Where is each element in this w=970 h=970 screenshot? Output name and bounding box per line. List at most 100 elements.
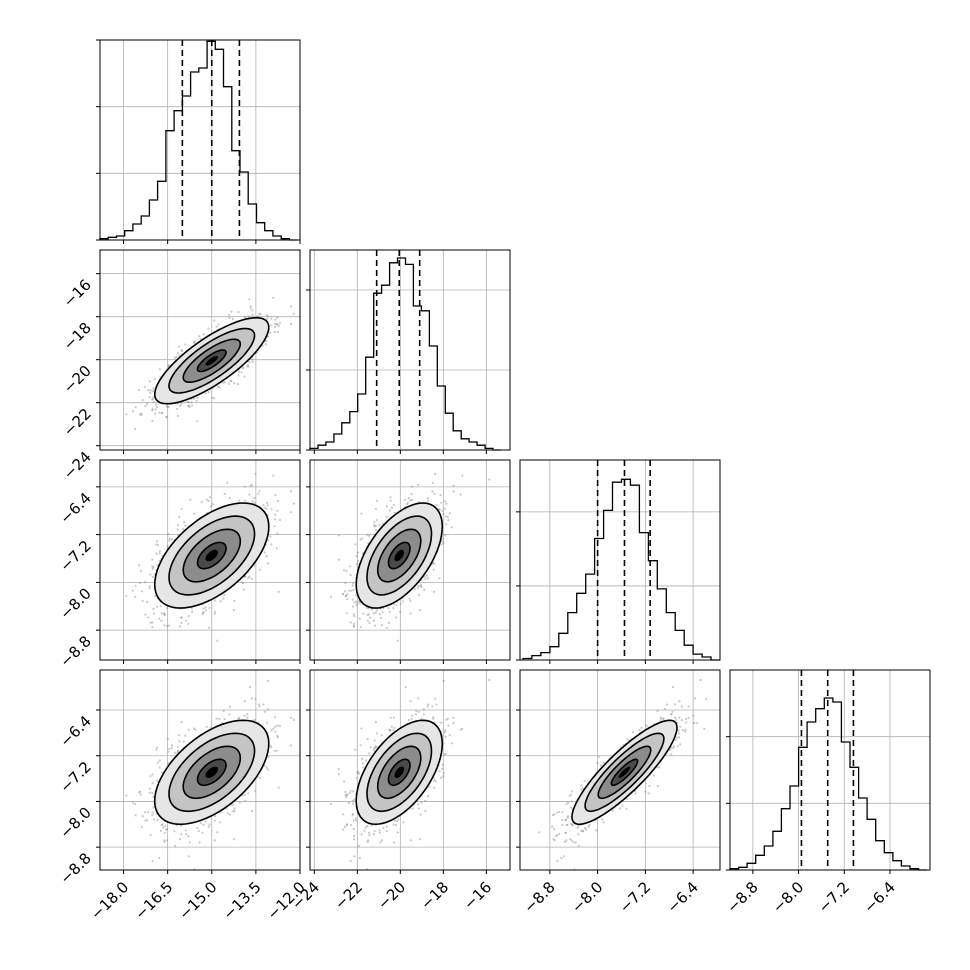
scatter-point bbox=[154, 408, 157, 411]
scatter-point bbox=[138, 791, 141, 794]
scatter-point bbox=[393, 603, 396, 606]
scatter-point bbox=[184, 343, 187, 346]
scatter-point bbox=[151, 567, 154, 570]
scatter-point bbox=[246, 716, 249, 719]
scatter-point bbox=[353, 615, 356, 618]
scatter-point bbox=[139, 790, 142, 793]
ytick-label-1-0: −24 bbox=[60, 448, 95, 483]
scatter-point bbox=[254, 697, 257, 700]
scatter-point bbox=[223, 492, 226, 495]
scatter-point bbox=[250, 697, 253, 700]
scatter-point bbox=[355, 563, 359, 566]
scatter-point bbox=[452, 490, 455, 493]
scatter-point bbox=[249, 307, 252, 310]
scatter-point bbox=[158, 617, 161, 620]
scatter-point bbox=[267, 453, 269, 455]
scatter-point bbox=[445, 502, 448, 505]
scatter-point bbox=[337, 534, 340, 537]
scatter-point bbox=[368, 616, 372, 619]
scatter-point bbox=[357, 559, 360, 563]
scatter-point bbox=[204, 606, 207, 609]
density-peak bbox=[205, 356, 218, 366]
scatter-point bbox=[160, 619, 163, 622]
scatter-point bbox=[241, 367, 244, 370]
scatter-point bbox=[152, 566, 155, 569]
scatter-point bbox=[196, 826, 199, 830]
scatter-point bbox=[158, 856, 161, 860]
scatter-point bbox=[251, 360, 254, 363]
scatter-point bbox=[193, 340, 197, 343]
scatter-point bbox=[139, 793, 143, 796]
scatter-point bbox=[226, 812, 229, 815]
scatter-point bbox=[238, 499, 241, 502]
scatter-point bbox=[184, 734, 187, 737]
scatter-point bbox=[183, 521, 186, 524]
scatter-point bbox=[134, 814, 137, 817]
scatter-point bbox=[273, 518, 277, 521]
scatter-point bbox=[148, 587, 151, 590]
scatter-point bbox=[276, 316, 279, 319]
scatter-point bbox=[223, 717, 226, 721]
scatter-point bbox=[228, 713, 231, 716]
scatter-point bbox=[213, 839, 216, 842]
scatter-point bbox=[443, 507, 446, 510]
scatter-point bbox=[180, 721, 183, 724]
scatter-point bbox=[152, 607, 155, 611]
scatter-point bbox=[238, 801, 241, 804]
scatter-point bbox=[272, 296, 275, 299]
scatter-point bbox=[243, 499, 246, 502]
scatter-point bbox=[125, 413, 128, 416]
scatter-point bbox=[438, 508, 442, 511]
scatter-point bbox=[253, 719, 256, 722]
scatter-point bbox=[352, 589, 355, 592]
scatter-point bbox=[168, 747, 171, 751]
scatter-point bbox=[247, 315, 250, 318]
scatter-point bbox=[265, 314, 268, 317]
scatter-point bbox=[211, 503, 215, 506]
scatter-point bbox=[200, 501, 203, 504]
scatter-point bbox=[366, 614, 369, 617]
scatter-point bbox=[241, 366, 245, 369]
scatter-point bbox=[148, 791, 151, 794]
scatter-point bbox=[138, 389, 141, 392]
scatter-point bbox=[158, 552, 161, 555]
scatter-point bbox=[356, 602, 359, 606]
scatter-point bbox=[187, 404, 190, 407]
scatter-point bbox=[237, 717, 240, 720]
scatter-point bbox=[134, 584, 137, 587]
scatter-point bbox=[162, 612, 166, 615]
scatter-point bbox=[155, 552, 158, 555]
scatter-point bbox=[213, 397, 216, 400]
scatter-point bbox=[262, 503, 265, 507]
scatter-point bbox=[410, 498, 414, 501]
scatter-point bbox=[251, 309, 254, 312]
scatter-point bbox=[417, 586, 420, 590]
scatter-point bbox=[251, 358, 254, 361]
scatter-point bbox=[445, 523, 448, 526]
scatter-point bbox=[146, 819, 149, 822]
scatter-point bbox=[289, 744, 292, 747]
scatter-point bbox=[263, 551, 266, 554]
ytick-label-1-2: −20 bbox=[60, 362, 95, 397]
scatter-point bbox=[263, 710, 266, 713]
scatter-point bbox=[147, 388, 150, 392]
scatter-point bbox=[139, 569, 143, 573]
scatter-point bbox=[243, 375, 246, 378]
scatter-point bbox=[155, 748, 158, 751]
scatter-point bbox=[205, 725, 208, 728]
scatter-point bbox=[343, 569, 346, 572]
scatter-point bbox=[151, 782, 154, 785]
scatter-point bbox=[149, 573, 152, 576]
scatter-point bbox=[355, 555, 358, 558]
scatter-point bbox=[154, 594, 157, 598]
scatter-point bbox=[276, 509, 279, 512]
scatter-point bbox=[151, 814, 154, 817]
scatter-point bbox=[267, 768, 270, 771]
scatter-point bbox=[344, 581, 347, 585]
scatter-point bbox=[248, 361, 251, 364]
contour-2 bbox=[168, 732, 256, 813]
scatter-point bbox=[180, 403, 183, 406]
scatter-point bbox=[399, 602, 402, 605]
scatter-point bbox=[233, 809, 236, 812]
